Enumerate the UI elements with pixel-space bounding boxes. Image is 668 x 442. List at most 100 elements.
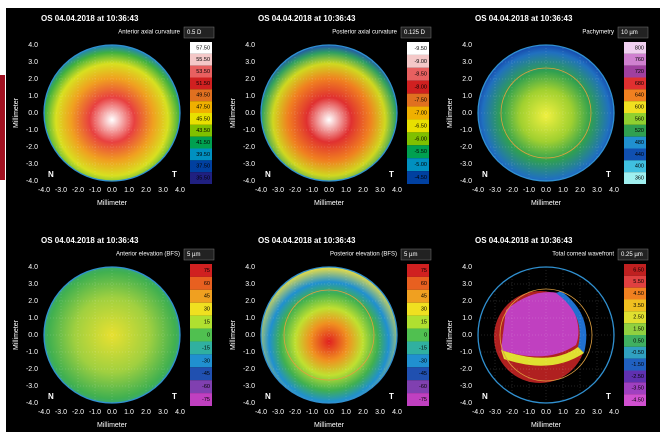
scale-swatch bbox=[407, 367, 429, 381]
x-tick-label: -2.0 bbox=[289, 187, 301, 194]
temporal-label: T bbox=[606, 170, 611, 179]
y-tick-label: -4.0 bbox=[26, 400, 38, 407]
scale-swatch bbox=[624, 358, 646, 371]
map-selector[interactable]: Posterior axial curvature bbox=[332, 30, 397, 36]
map-selector[interactable]: Posterior elevation (BFS) bbox=[330, 252, 397, 258]
map-selector[interactable]: Anterior axial curvature bbox=[118, 30, 180, 36]
scale-label: 0 bbox=[424, 332, 427, 338]
x-tick-label: 4.0 bbox=[175, 409, 185, 416]
scale-label: 45.50 bbox=[196, 116, 210, 122]
scale-label: -45 bbox=[202, 371, 210, 377]
step-selector[interactable]: 0.25 µm bbox=[621, 252, 643, 258]
scale-swatch bbox=[407, 328, 429, 342]
scale-label: 35.50 bbox=[196, 176, 210, 182]
x-tick-label: 0.0 bbox=[541, 187, 551, 194]
step-selector[interactable]: 0.125 D bbox=[404, 30, 426, 36]
step-box[interactable] bbox=[183, 248, 215, 261]
panel-title: OS 04.04.2018 at 10:36:43 bbox=[41, 236, 139, 245]
scale-label: 45 bbox=[421, 294, 427, 300]
scale-swatch bbox=[407, 315, 429, 329]
step-selector[interactable]: 5 µm bbox=[187, 252, 200, 258]
wavefront bbox=[556, 291, 587, 353]
scale-label: -15 bbox=[419, 345, 427, 351]
scale-swatch bbox=[407, 80, 429, 94]
step-box[interactable] bbox=[617, 248, 649, 261]
scale-swatch bbox=[624, 89, 646, 102]
x-tick-label: 3.0 bbox=[592, 187, 602, 194]
y-tick-label: 1.0 bbox=[245, 93, 255, 100]
y-axis-label: Millimeter bbox=[447, 97, 454, 128]
x-tick-label: 4.0 bbox=[609, 187, 619, 194]
zone-ring bbox=[283, 289, 375, 381]
limbus-ring bbox=[260, 44, 398, 182]
scale-swatch bbox=[190, 367, 212, 381]
x-tick-label: 3.0 bbox=[375, 187, 385, 194]
scale-label: 6.50 bbox=[633, 267, 644, 273]
scale-label: -7.00 bbox=[414, 110, 427, 116]
wavefront bbox=[501, 292, 579, 357]
y-tick-label: 1.0 bbox=[462, 315, 472, 322]
y-tick-label: -1.0 bbox=[26, 349, 38, 356]
y-tick-label: -1.0 bbox=[460, 127, 472, 134]
y-tick-label: 4.0 bbox=[28, 42, 38, 49]
scale-label: 4.50 bbox=[633, 291, 644, 297]
x-tick-label: -1.0 bbox=[523, 187, 535, 194]
x-tick-label: -4.0 bbox=[472, 187, 484, 194]
scale-swatch bbox=[624, 172, 646, 184]
map-selector[interactable]: Total corneal wavefront bbox=[552, 252, 614, 258]
x-tick-label: -2.0 bbox=[506, 187, 518, 194]
y-tick-label: 0.0 bbox=[245, 332, 255, 339]
scale-label: -45 bbox=[419, 371, 427, 377]
scale-swatch bbox=[407, 276, 429, 290]
y-tick-label: 3.0 bbox=[245, 281, 255, 288]
step-selector[interactable]: 5 µm bbox=[404, 252, 417, 258]
y-axis-label: Millimeter bbox=[13, 319, 20, 350]
x-tick-label: -1.0 bbox=[306, 409, 318, 416]
scale-swatch bbox=[407, 264, 429, 277]
step-box[interactable] bbox=[617, 26, 649, 39]
y-axis-label: Millimeter bbox=[230, 319, 237, 350]
scale-label: 15 bbox=[421, 320, 427, 326]
x-tick-label: 1.0 bbox=[341, 187, 351, 194]
step-box[interactable] bbox=[400, 26, 432, 39]
x-tick-label: -4.0 bbox=[38, 187, 50, 194]
scale-swatch bbox=[190, 328, 212, 342]
scale-swatch bbox=[407, 67, 429, 81]
scale-swatch bbox=[407, 380, 429, 394]
scale-swatch bbox=[190, 136, 212, 149]
limbus-ring bbox=[260, 266, 398, 404]
scale-swatch bbox=[190, 160, 212, 173]
scale-swatch bbox=[407, 158, 429, 172]
x-tick-label: -3.0 bbox=[489, 409, 501, 416]
scale-label: 0 bbox=[207, 332, 210, 338]
scale-label: 75 bbox=[204, 268, 210, 274]
scale-label: -4.50 bbox=[631, 398, 644, 404]
x-axis-label: Millimeter bbox=[314, 200, 345, 207]
x-axis-label: Millimeter bbox=[531, 200, 562, 207]
x-tick-label: -2.0 bbox=[72, 187, 84, 194]
wavefront bbox=[501, 347, 584, 366]
step-selector[interactable]: 0.5 D bbox=[187, 30, 202, 36]
y-tick-label: 3.0 bbox=[28, 59, 38, 66]
map-selector[interactable]: Pachymetry bbox=[582, 30, 614, 36]
panel-title: OS 04.04.2018 at 10:36:43 bbox=[475, 236, 573, 245]
step-box[interactable] bbox=[183, 26, 215, 39]
map-selector[interactable]: Anterior elevation (BFS) bbox=[116, 252, 180, 258]
x-tick-label: 3.0 bbox=[158, 187, 168, 194]
x-tick-label: -2.0 bbox=[289, 409, 301, 416]
scale-swatch bbox=[624, 160, 646, 173]
scale-label: 640 bbox=[635, 93, 644, 99]
scale-swatch bbox=[624, 275, 646, 288]
y-tick-label: 2.0 bbox=[462, 76, 472, 83]
scale-label: 37.50 bbox=[196, 164, 210, 170]
step-box[interactable] bbox=[400, 248, 432, 261]
y-tick-label: -1.0 bbox=[243, 127, 255, 134]
scale-label: 0.50 bbox=[633, 338, 644, 344]
step-selector[interactable]: 10 µm bbox=[621, 30, 638, 36]
x-tick-label: -3.0 bbox=[55, 187, 67, 194]
scale-swatch bbox=[624, 346, 646, 359]
x-tick-label: 0.0 bbox=[324, 409, 334, 416]
x-tick-label: 1.0 bbox=[558, 187, 568, 194]
